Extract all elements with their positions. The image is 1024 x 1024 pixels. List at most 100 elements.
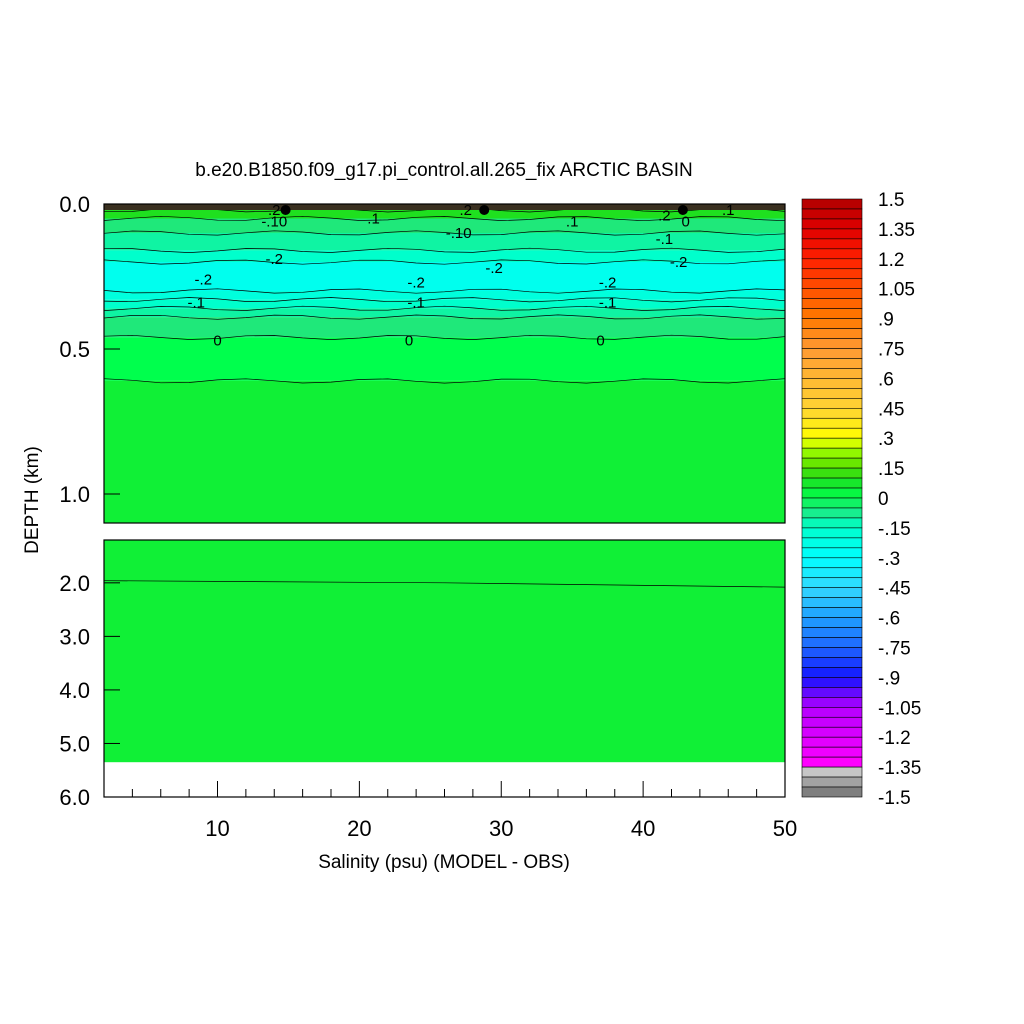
y-tick-label: 2.0	[59, 571, 90, 596]
colorbar-cell	[801, 736, 863, 748]
contour-label: .2	[460, 202, 473, 219]
colorbar-label: -.3	[878, 549, 900, 570]
data-layer	[104, 540, 785, 763]
colorbar-cell	[801, 338, 863, 349]
colorbar-label: -1.35	[878, 758, 921, 779]
colorbar-cell	[801, 547, 863, 559]
contour-cluster	[479, 205, 490, 215]
data-layer	[104, 337, 785, 381]
colorbar-cell	[801, 427, 863, 439]
x-axis-label: Salinity (psu) (MODEL - OBS)	[318, 852, 570, 873]
colorbar-cell	[801, 368, 863, 379]
colorbar-label: 1.5	[878, 190, 904, 211]
colorbar-label: -1.5	[878, 788, 911, 809]
colorbar-label: -.6	[878, 609, 900, 630]
colorbar-cell	[801, 617, 863, 628]
colorbar-cell	[801, 198, 863, 210]
contour-line	[103, 314, 786, 320]
colorbar-label: -1.2	[878, 728, 911, 749]
contour-label: -.2	[670, 254, 688, 271]
data-layer	[104, 218, 785, 233]
colorbar-cell	[801, 776, 863, 788]
colorbar-cell	[801, 457, 863, 469]
colorbar-cell	[801, 407, 863, 419]
colorbar-cell	[801, 537, 863, 549]
colorbar-cell	[801, 258, 863, 270]
x-tick-label: 10	[205, 816, 229, 841]
contour-label: .2	[658, 208, 671, 225]
contour-cluster	[677, 205, 688, 215]
data-layer	[104, 380, 785, 523]
x-tick-label: 40	[631, 816, 655, 841]
colorbar-cell	[801, 268, 863, 280]
colorbar-cell	[801, 607, 863, 618]
colorbar-cell	[801, 657, 863, 668]
colorbar-cell	[801, 557, 863, 569]
contour-label: 0	[405, 332, 413, 349]
contour-cluster	[280, 205, 291, 215]
upper-panel: .2-.10.2-.10.2 0.1.1.1-.1-.2-.2 -.2-.2 -.2-…	[59, 192, 786, 524]
colorbar-cell	[801, 328, 863, 339]
colorbar-cell	[801, 467, 863, 479]
contour-label: -.1	[599, 295, 617, 312]
colorbar-label: .3	[878, 429, 894, 450]
colorbar-label: -.45	[878, 579, 911, 600]
colorbar-cell	[801, 308, 863, 319]
contour-label: 0	[596, 332, 604, 349]
surface-band	[104, 204, 785, 210]
colorbar-label: .15	[878, 459, 904, 480]
colorbar-cell	[801, 218, 863, 230]
contour-label: 0	[682, 213, 690, 230]
colorbar-label: .6	[878, 369, 894, 390]
contour-label: .2	[268, 202, 281, 219]
colorbar-label: .75	[878, 340, 904, 361]
data-layer	[104, 233, 785, 251]
contour-label: -.2	[485, 260, 503, 277]
colorbar-cell	[801, 706, 863, 718]
colorbar-cell	[801, 766, 863, 778]
colorbar-cell	[801, 597, 863, 608]
data-layer	[104, 291, 785, 300]
contour-line	[103, 288, 786, 294]
contour-label: -.2	[407, 274, 425, 291]
contour-label: -.1	[187, 295, 205, 312]
colorbar-cell	[801, 567, 863, 579]
y-tick-label: 6.0	[59, 785, 90, 810]
colorbar-cell	[801, 577, 863, 589]
colorbar-cell	[801, 746, 863, 758]
contour-label: 0	[213, 332, 221, 349]
contour-label: -.1	[656, 231, 674, 248]
contour-label: .1	[722, 202, 735, 219]
colorbar-cell	[801, 388, 863, 399]
colorbar-label: -.9	[878, 668, 900, 689]
colorbar-cell	[801, 288, 863, 299]
contour-label: -.2	[195, 271, 213, 288]
y-tick-label: 1.0	[59, 482, 90, 507]
colorbar-cell	[801, 447, 863, 459]
colorbar-cell	[801, 687, 863, 698]
colorbar-cell	[801, 507, 863, 519]
contour-line	[103, 259, 786, 265]
colorbar-cell	[801, 697, 863, 708]
contour-line	[103, 230, 786, 236]
colorbar-label: .45	[878, 399, 904, 420]
chart-title: b.e20.B1850.f09_g17.pi_control.all.265_f…	[195, 160, 692, 181]
contour-line	[103, 305, 786, 311]
colorbar-cell	[801, 647, 863, 658]
lower-panel: 2.0 3.0 4.0 5.0 6.0	[59, 539, 786, 810]
contour-label: -.2	[265, 251, 283, 268]
colorbar-cell	[801, 726, 863, 738]
contour-line	[103, 215, 786, 222]
colorbar-cell	[801, 487, 863, 499]
colorbar-cell	[801, 228, 863, 240]
colorbar-label: -.75	[878, 639, 911, 660]
contour-line	[103, 378, 786, 384]
y-tick-label: 0.5	[59, 337, 90, 362]
colorbar-label: 1.05	[878, 280, 915, 301]
data-layer	[104, 308, 785, 318]
contour-line	[103, 334, 786, 340]
data-layer	[104, 262, 785, 291]
contour-line	[103, 580, 786, 588]
colorbar-cell	[801, 786, 863, 798]
